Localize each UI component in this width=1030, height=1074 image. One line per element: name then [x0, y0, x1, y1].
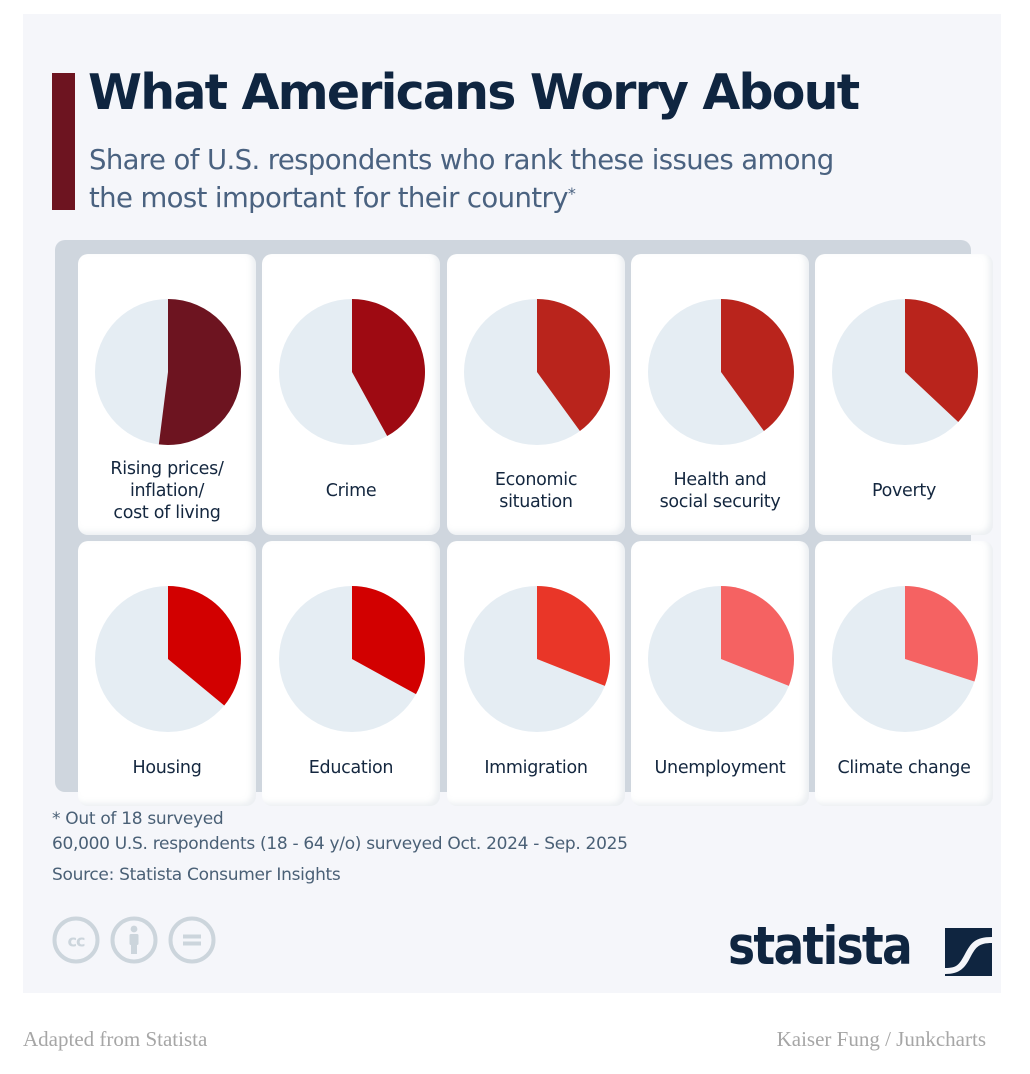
- footnote-sample: 60,000 U.S. respondents (18 - 64 y/o) su…: [52, 834, 628, 854]
- pie-card: Poverty: [815, 254, 993, 535]
- pie-chart: [648, 299, 794, 445]
- chart-subtitle: Share of U.S. respondents who rank these…: [89, 141, 849, 217]
- pie-label: Poverty: [815, 480, 993, 502]
- pie-card: Rising prices/inflation/cost of living: [78, 254, 256, 535]
- pie-label: Education: [262, 757, 440, 779]
- attribution-icon[interactable]: [110, 916, 158, 964]
- pie-card: Immigration: [447, 541, 625, 806]
- pie-chart: [95, 586, 241, 732]
- pie-value-slice: [352, 299, 425, 436]
- pie-value-slice: [905, 299, 978, 422]
- pie-label: Unemployment: [631, 757, 809, 779]
- pie-value-slice: [721, 299, 794, 432]
- pie-card: Climate change: [815, 541, 993, 806]
- pie-label: Housing: [78, 757, 256, 779]
- infographic-panel: What Americans Worry About Share of U.S.…: [23, 14, 1001, 993]
- pie-chart: [832, 586, 978, 732]
- pie-value-slice: [168, 586, 241, 706]
- pie-card: Education: [262, 541, 440, 806]
- pie-chart: [279, 299, 425, 445]
- pie-label-line: situation: [499, 492, 573, 512]
- pie-chart: [279, 586, 425, 732]
- pie-label-line: Education: [308, 758, 394, 778]
- pie-card: Health and social security: [631, 254, 809, 535]
- svg-text:cc: cc: [68, 932, 85, 951]
- pie-value-slice: [537, 586, 610, 686]
- pie-card: Economic situation: [447, 254, 625, 535]
- pie-label: Economic situation: [447, 469, 625, 513]
- pie-label-line: Health and: [673, 470, 767, 490]
- title-accent-bar: [52, 73, 75, 210]
- pie-label: Immigration: [447, 757, 625, 779]
- pie-label: Crime: [262, 480, 440, 502]
- footnotes: * Out of 18 surveyed 60,000 U.S. respond…: [52, 807, 628, 893]
- pie-value-slice: [158, 299, 241, 445]
- pie-label-line: inflation/: [129, 481, 205, 501]
- pie-value-slice: [721, 586, 794, 686]
- pie-label-line: Economic: [494, 470, 578, 490]
- pie-chart: [464, 586, 610, 732]
- statista-logo-icon: [945, 928, 992, 976]
- pie-label-line: cost of living: [113, 503, 221, 523]
- pie-label: Rising prices/inflation/cost of living: [78, 458, 256, 524]
- no-derivatives-icon[interactable]: [168, 916, 216, 964]
- pie-label-line: Rising prices/: [110, 459, 224, 479]
- credit-author: Kaiser Fung / Junkcharts: [776, 1027, 986, 1051]
- pie-label-line: social security: [659, 492, 781, 512]
- pie-value-slice: [905, 586, 978, 682]
- credit-adapted-from: Adapted from Statista: [23, 1027, 208, 1051]
- pie-grid: Rising prices/inflation/cost of living Cr…: [55, 240, 993, 806]
- pie-card: Crime: [262, 254, 440, 535]
- statista-wordmark: statista: [728, 916, 913, 977]
- subtitle-text: Share of U.S. respondents who rank these…: [89, 144, 834, 214]
- subtitle-footnote-mark: *: [567, 184, 576, 203]
- pie-label: Health and social security: [631, 469, 809, 513]
- pie-label-line: Poverty: [871, 481, 937, 501]
- pie-chart: [95, 299, 241, 445]
- pie-label-line: Crime: [325, 481, 377, 501]
- pie-value-slice: [352, 586, 425, 695]
- source-note: Source: Statista Consumer Insights: [52, 865, 341, 885]
- chart-title: What Americans Worry About: [88, 64, 860, 121]
- pie-chart: [832, 299, 978, 445]
- pie-card: Unemployment: [631, 541, 809, 806]
- pie-card: Housing: [78, 541, 256, 806]
- pie-label: Climate change: [815, 757, 993, 779]
- pie-label-line: Unemployment: [654, 758, 786, 778]
- pie-chart: [648, 586, 794, 732]
- pie-chart: [464, 299, 610, 445]
- footnote-survey-count: * Out of 18 surveyed: [52, 809, 224, 829]
- pie-label-line: Climate change: [837, 758, 971, 778]
- pie-value-slice: [537, 299, 610, 432]
- creative-commons-icon[interactable]: cc: [52, 916, 100, 964]
- pie-label-line: Immigration: [484, 758, 588, 778]
- pie-label-line: Housing: [132, 758, 202, 778]
